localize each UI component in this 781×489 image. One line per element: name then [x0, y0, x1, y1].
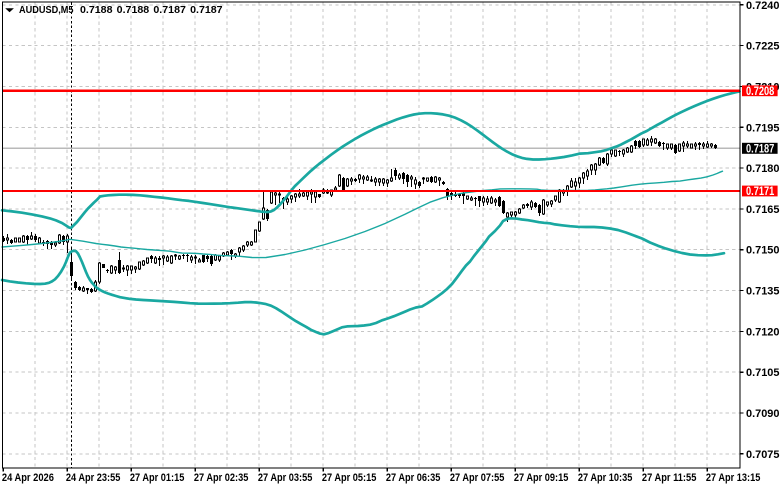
svg-text:27 Apr 07:55: 27 Apr 07:55 [450, 472, 505, 484]
svg-text:0.7240: 0.7240 [746, 0, 780, 12]
svg-text:0.7105: 0.7105 [746, 367, 780, 379]
svg-text:0.7208: 0.7208 [746, 84, 775, 98]
svg-text:0.7135: 0.7135 [746, 286, 780, 298]
svg-text:0.7187: 0.7187 [190, 4, 223, 16]
svg-text:0.7165: 0.7165 [746, 204, 780, 216]
svg-text:0.7188: 0.7188 [80, 4, 113, 16]
svg-text:0.7180: 0.7180 [746, 163, 780, 175]
svg-text:27 Apr 10:35: 27 Apr 10:35 [578, 472, 633, 484]
svg-text:24 Apr 23:55: 24 Apr 23:55 [66, 472, 121, 484]
svg-text:0.7090: 0.7090 [746, 408, 780, 420]
svg-text:0.7171: 0.7171 [746, 184, 775, 198]
svg-text:0.7187: 0.7187 [153, 4, 186, 16]
svg-text:0.7075: 0.7075 [746, 449, 780, 461]
svg-text:27 Apr 11:55: 27 Apr 11:55 [642, 472, 697, 484]
svg-text:24 Apr 2026: 24 Apr 2026 [2, 472, 54, 484]
svg-text:27 Apr 03:55: 27 Apr 03:55 [258, 472, 313, 484]
svg-text:27 Apr 13:15: 27 Apr 13:15 [706, 472, 761, 484]
svg-text:27 Apr 09:15: 27 Apr 09:15 [514, 472, 569, 484]
svg-text:0.7225: 0.7225 [746, 41, 780, 53]
svg-text:27 Apr 06:35: 27 Apr 06:35 [386, 472, 441, 484]
svg-text:0.7188: 0.7188 [117, 4, 150, 16]
svg-text:27 Apr 01:15: 27 Apr 01:15 [130, 472, 185, 484]
svg-text:0.7195: 0.7195 [746, 122, 780, 134]
svg-text:27 Apr 02:35: 27 Apr 02:35 [194, 472, 249, 484]
svg-text:AUDUSD,M5: AUDUSD,M5 [19, 4, 74, 16]
svg-text:0.7120: 0.7120 [746, 326, 780, 338]
svg-text:0.7187: 0.7187 [746, 141, 775, 155]
svg-text:27 Apr 05:15: 27 Apr 05:15 [322, 472, 377, 484]
svg-text:0.7150: 0.7150 [746, 245, 780, 257]
